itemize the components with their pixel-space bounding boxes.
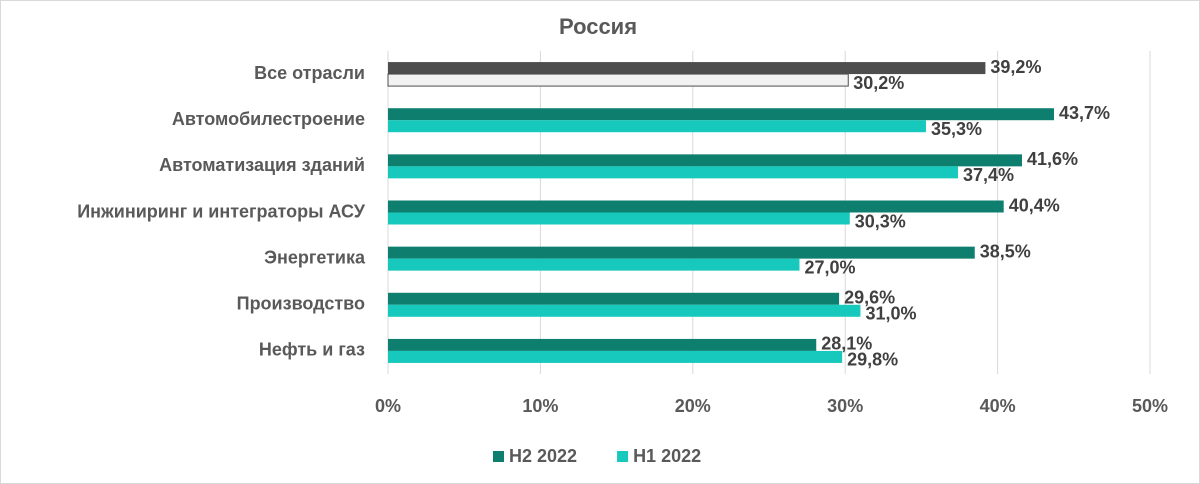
value-label: 35,3% bbox=[931, 119, 982, 139]
y-tick-label: Автоматизация зданий bbox=[159, 155, 365, 175]
legend-label: H1 2022 bbox=[633, 446, 701, 466]
value-label: 28,1% bbox=[821, 334, 872, 354]
bar bbox=[388, 212, 850, 225]
bar bbox=[388, 338, 817, 351]
bar bbox=[388, 246, 975, 259]
x-tick-label: 10% bbox=[522, 396, 558, 416]
legend-swatch bbox=[617, 451, 629, 462]
value-label: 30,2% bbox=[853, 73, 904, 93]
value-label: 40,4% bbox=[1009, 195, 1060, 215]
value-label: 38,5% bbox=[980, 241, 1031, 261]
bar bbox=[388, 200, 1004, 213]
x-tick-label: 20% bbox=[675, 396, 711, 416]
value-label: 39,2% bbox=[990, 57, 1041, 77]
x-tick-label: 0% bbox=[375, 396, 401, 416]
x-tick-label: 50% bbox=[1132, 396, 1168, 416]
bar bbox=[388, 258, 800, 271]
value-label: 27,0% bbox=[804, 257, 855, 277]
x-tick-label: 30% bbox=[827, 396, 863, 416]
value-label: 37,4% bbox=[963, 165, 1014, 185]
bar bbox=[387, 73, 849, 87]
y-tick-label: Инжиниринг и интеграторы АСУ bbox=[77, 201, 366, 221]
value-label: 29,6% bbox=[844, 288, 895, 308]
value-label: 30,3% bbox=[855, 211, 906, 231]
x-tick-label: 40% bbox=[980, 396, 1016, 416]
value-label: 43,7% bbox=[1059, 103, 1110, 123]
legend-swatch bbox=[493, 451, 504, 462]
bar bbox=[388, 154, 1022, 167]
value-label: 41,6% bbox=[1027, 149, 1078, 169]
bar bbox=[388, 62, 986, 75]
chart-title: Россия bbox=[559, 14, 637, 39]
bar bbox=[388, 304, 861, 317]
y-tick-label: Нефть и газ bbox=[259, 340, 365, 360]
y-tick-label: Все отрасли bbox=[254, 63, 365, 83]
bar bbox=[388, 120, 926, 133]
bar bbox=[388, 108, 1054, 121]
y-tick-label: Автомобилестроение bbox=[172, 109, 365, 129]
y-tick-label: Производство bbox=[237, 294, 365, 314]
value-label: 29,8% bbox=[847, 350, 898, 370]
bar bbox=[388, 166, 958, 179]
bar bbox=[388, 350, 843, 363]
bar bbox=[388, 292, 840, 305]
y-tick-label: Энергетика bbox=[264, 247, 366, 267]
legend-label: H2 2022 bbox=[509, 446, 577, 466]
value-label: 31,0% bbox=[865, 304, 916, 324]
